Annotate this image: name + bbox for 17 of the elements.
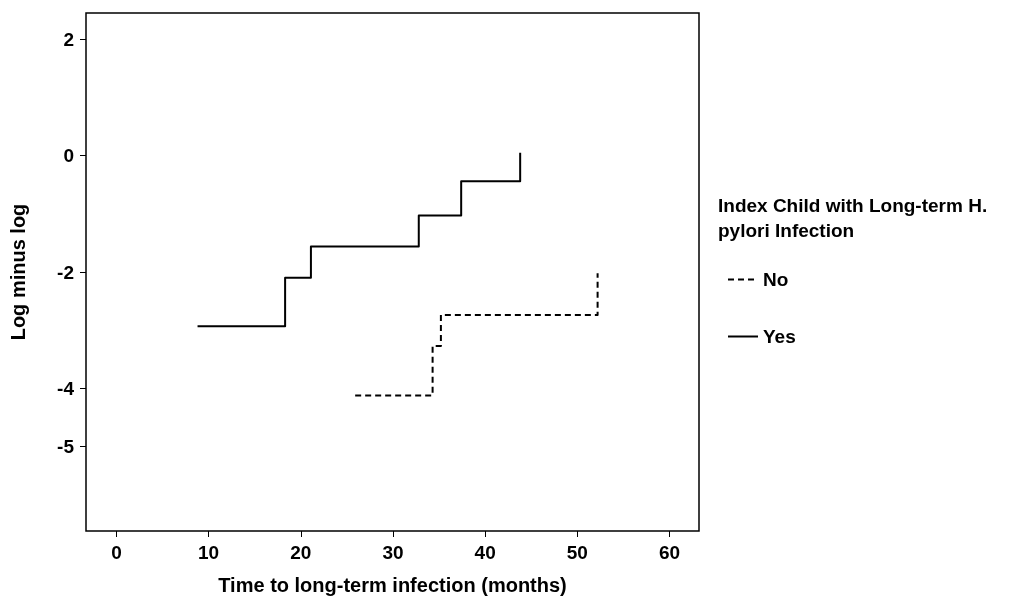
x-tick-label: 10 [198,542,220,563]
legend-label: Yes [763,326,796,347]
y-tick-label: -4 [57,377,75,399]
x-tick-label: 60 [658,542,681,563]
x-tick-label: 20 [290,542,312,563]
y-axis-title: Log minus log [7,203,29,341]
x-tick-label: 50 [566,542,588,563]
y-tick-label: -2 [57,261,74,283]
x-tick-label: 40 [474,542,496,563]
x-tick-label: 30 [382,542,404,563]
legend-title: Index Child with Long-term H. pylori Infection [718,195,993,241]
x-axis-title: Time to long-term infection (months) [218,574,567,596]
y-tick-label: 2 [63,28,74,50]
y-tick-label: 0 [63,145,74,167]
legend-label: No [763,269,789,290]
x-tick-label: 0 [111,542,122,563]
y-tick-label: -5 [57,436,75,458]
